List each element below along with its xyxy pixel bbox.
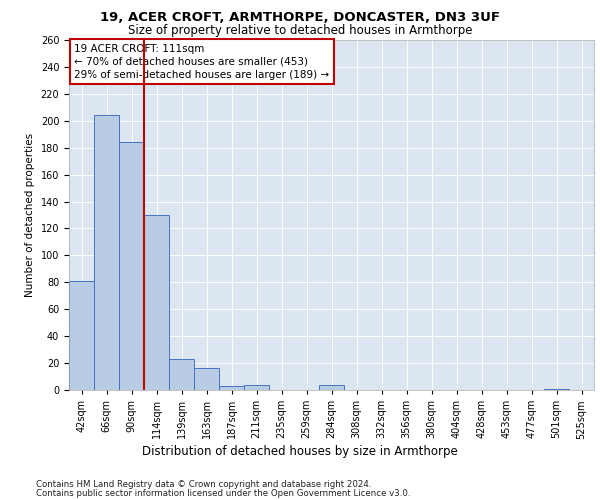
Bar (119, 142, 144, 390)
Text: 19 ACER CROFT: 111sqm
← 70% of detached houses are smaller (453)
29% of semi-det: 19 ACER CROFT: 111sqm ← 70% of detached … (74, 44, 329, 80)
Text: Contains public sector information licensed under the Open Government Licence v3: Contains public sector information licen… (36, 489, 410, 498)
Bar (544, 388, 569, 390)
Text: Size of property relative to detached houses in Armthorpe: Size of property relative to detached ho… (128, 24, 472, 37)
Bar (169, 359, 194, 390)
Text: 19, ACER CROFT, ARMTHORPE, DONCASTER, DN3 3UF: 19, ACER CROFT, ARMTHORPE, DONCASTER, DN… (100, 11, 500, 24)
Bar (244, 384, 269, 390)
Text: Contains HM Land Registry data © Crown copyright and database right 2024.: Contains HM Land Registry data © Crown c… (36, 480, 371, 489)
Bar (69, 281, 94, 390)
Bar (319, 384, 344, 390)
Y-axis label: Number of detached properties: Number of detached properties (25, 133, 35, 297)
Bar (144, 215, 169, 390)
Text: Distribution of detached houses by size in Armthorpe: Distribution of detached houses by size … (142, 444, 458, 458)
Bar (94, 116, 119, 390)
Bar (194, 368, 219, 390)
Bar (219, 386, 244, 390)
